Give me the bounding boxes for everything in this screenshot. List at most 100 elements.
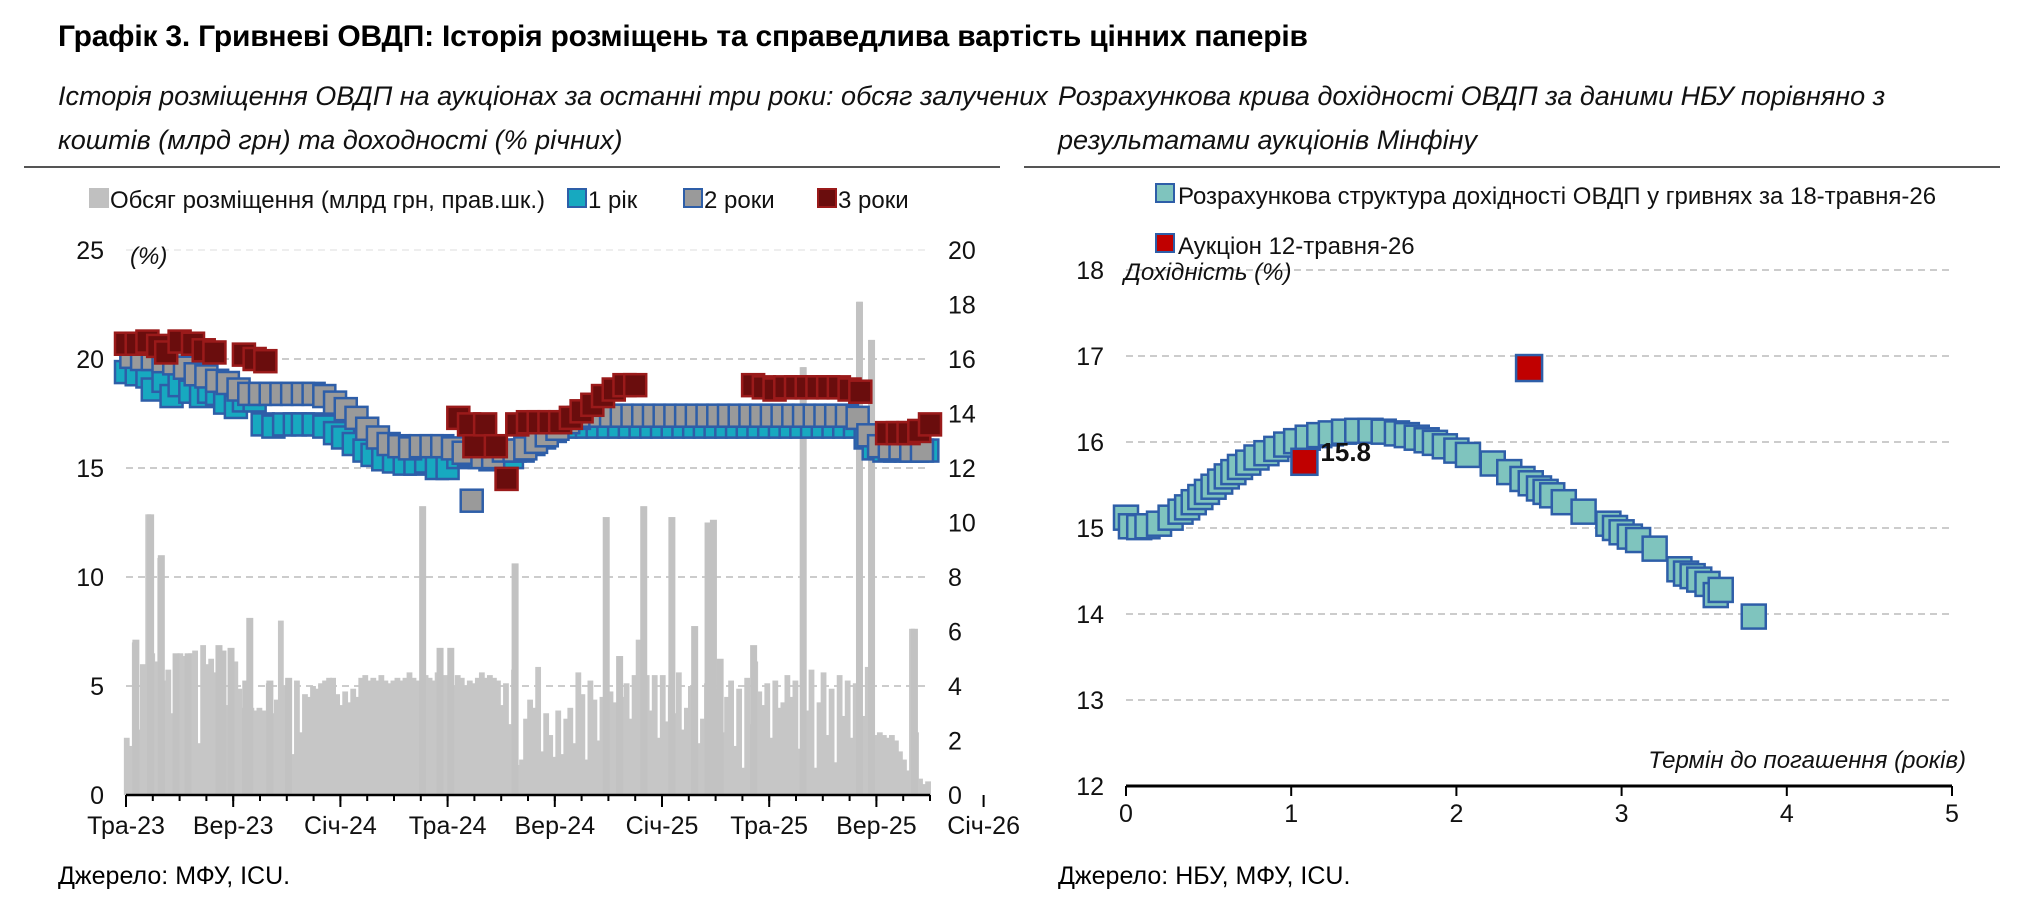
volume-bar bbox=[679, 729, 686, 795]
volume-bar bbox=[326, 677, 332, 795]
volume-bar bbox=[454, 675, 461, 795]
volume-bar bbox=[836, 675, 843, 795]
volume-bar bbox=[732, 745, 739, 795]
right-y-tick-label: 8 bbox=[948, 564, 962, 592]
volume-bar bbox=[848, 737, 855, 795]
volume-bar bbox=[780, 702, 787, 795]
volume-bar bbox=[804, 710, 811, 795]
right-chart-y-tick-label: 15 bbox=[1076, 515, 1104, 543]
volume-bar bbox=[342, 691, 349, 795]
legend-marker-2 bbox=[567, 188, 587, 208]
volume-bar bbox=[543, 713, 550, 795]
volume-bar bbox=[474, 677, 481, 795]
legend-label-2: 1 рік bbox=[588, 187, 638, 214]
curve-point bbox=[1707, 576, 1734, 604]
volume-bar bbox=[872, 735, 879, 795]
auction-point-label: 15.8 bbox=[1320, 437, 1371, 467]
volume-bar bbox=[139, 664, 146, 795]
volume-bar bbox=[788, 696, 795, 795]
volume-spike-bar bbox=[910, 628, 918, 795]
volume-bar bbox=[551, 756, 558, 795]
left-y-tick-label: 5 bbox=[90, 673, 104, 701]
right-y-tick-label: 6 bbox=[948, 619, 962, 647]
volume-bar bbox=[740, 767, 747, 795]
volume-bar bbox=[281, 686, 288, 795]
right-y-tick-label: 2 bbox=[948, 728, 962, 756]
volume-bar bbox=[478, 672, 485, 795]
volume-bar bbox=[579, 694, 586, 795]
volume-bar bbox=[358, 677, 365, 795]
volume-bar bbox=[864, 666, 871, 795]
volume-spike-bar bbox=[419, 506, 427, 795]
volume-bar bbox=[840, 715, 847, 795]
volume-bar bbox=[647, 710, 654, 795]
left-x-tick-label: Січ-24 bbox=[304, 812, 377, 840]
volume-bar bbox=[338, 705, 345, 795]
right-y-tick-label: 4 bbox=[948, 673, 962, 701]
volume-bar bbox=[607, 691, 614, 795]
volume-bar bbox=[876, 732, 883, 795]
volume-bar bbox=[611, 702, 618, 795]
volume-bar bbox=[414, 680, 421, 795]
volume-spike-bar bbox=[215, 645, 223, 795]
yield-3y-point bbox=[622, 372, 648, 398]
volume-bar bbox=[273, 699, 280, 795]
volume-bar bbox=[571, 743, 578, 795]
volume-spike-bar bbox=[868, 339, 876, 795]
volume-bar bbox=[812, 767, 819, 795]
volume-bar bbox=[442, 675, 449, 795]
volume-bar bbox=[232, 661, 239, 795]
volume-spike-bar bbox=[616, 656, 624, 795]
volume-bar bbox=[382, 680, 389, 795]
volume-bar bbox=[398, 680, 405, 795]
volume-bar bbox=[700, 718, 706, 795]
volume-bar bbox=[595, 740, 602, 795]
right-x-tick-label: 0 bbox=[1119, 800, 1133, 828]
volume-bar bbox=[169, 713, 176, 795]
volume-spike-bar bbox=[132, 639, 140, 795]
volume-spike-bar bbox=[691, 626, 699, 795]
legend-label-3: 2 роки bbox=[704, 187, 775, 214]
right-x-tick-label: 1 bbox=[1284, 800, 1298, 828]
volume-bar bbox=[559, 754, 566, 795]
volume-bar bbox=[531, 707, 538, 795]
volume-bar bbox=[796, 748, 803, 795]
volume-bar bbox=[659, 675, 666, 795]
volume-bar bbox=[635, 639, 642, 795]
volume-bar bbox=[256, 707, 263, 795]
volume-spike-bar bbox=[704, 522, 712, 795]
volume-bar bbox=[470, 683, 477, 795]
volume-bar bbox=[583, 759, 590, 795]
volume-bar bbox=[410, 677, 417, 795]
volume-bar bbox=[318, 683, 324, 795]
volume-bar bbox=[466, 680, 473, 795]
volume-spike-bar bbox=[157, 555, 165, 795]
volume-bar bbox=[306, 696, 312, 795]
left-x-tick-label: Тра-23 bbox=[87, 812, 165, 840]
volume-bar bbox=[925, 781, 931, 795]
volume-bar bbox=[430, 680, 437, 795]
right-chart-y-tick-label: 12 bbox=[1076, 773, 1104, 801]
volume-bar bbox=[394, 677, 401, 795]
volume-bar bbox=[535, 666, 542, 795]
volume-spike-bar bbox=[716, 658, 724, 795]
left-subtitle-line1: Історія розміщення ОВДП на аукціонах за … bbox=[58, 81, 1048, 111]
volume-bar bbox=[310, 686, 316, 795]
volume-bar bbox=[322, 680, 328, 795]
volume-spike-bar bbox=[447, 647, 455, 795]
volume-bar bbox=[897, 751, 903, 795]
volume-bar bbox=[623, 683, 630, 795]
yield-3y-point bbox=[253, 348, 278, 374]
right-x-tick-label: 4 bbox=[1780, 800, 1794, 828]
volume-bar bbox=[374, 680, 381, 795]
volume-spike-bar bbox=[750, 645, 758, 795]
volume-bar bbox=[294, 680, 300, 795]
volume-bar bbox=[495, 680, 501, 795]
volume-bar bbox=[824, 735, 831, 795]
legend-label-4: 3 роки bbox=[838, 187, 909, 214]
volume-bar bbox=[200, 645, 207, 795]
volume-bar bbox=[844, 680, 851, 795]
left-y-tick-label: 15 bbox=[76, 455, 104, 483]
left-source-note: Джерело: МФУ, ICU. bbox=[58, 862, 291, 890]
volume-spike-bar bbox=[799, 367, 807, 795]
